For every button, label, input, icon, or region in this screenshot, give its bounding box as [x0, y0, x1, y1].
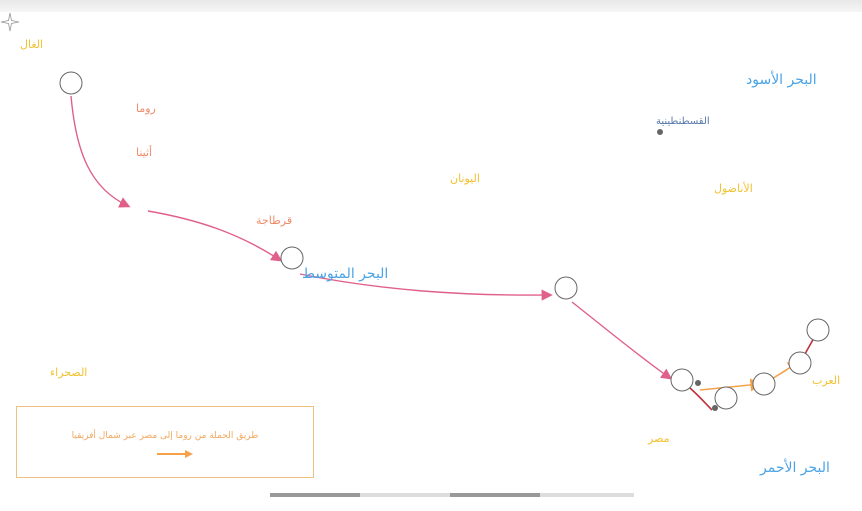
- route-segment-1: [70, 95, 131, 208]
- region-label-egypt: مصر: [648, 432, 670, 445]
- stop-marker: [806, 318, 830, 342]
- sea-label-mediterranean: البحر المتوسط: [302, 266, 389, 282]
- city-dot: [695, 380, 701, 386]
- route-segment-3: [299, 273, 553, 301]
- stop-marker: [788, 351, 812, 375]
- legend-text: طريق الحملة من روما إلى مصر عبر شمال أفر…: [71, 431, 259, 441]
- route-segment-2: [147, 210, 283, 262]
- city-label-carthage: قرطاجة: [256, 214, 293, 227]
- route-segment-4: [571, 301, 673, 380]
- map-canvas[interactable]: البحر الأسود البحر المتوسط البحر الأحمر …: [0, 12, 862, 511]
- stop-marker: [280, 246, 304, 270]
- stop-marker: [670, 368, 694, 392]
- region-label-gaul: الغال: [20, 38, 44, 51]
- legend-arrow-icon: [157, 450, 193, 458]
- sea-label-red-sea: البحر الأحمر: [760, 460, 830, 476]
- city-label-constantinople: القسطنطينية: [656, 116, 710, 127]
- city-dot: [657, 129, 663, 135]
- map-legend: طريق الحملة من روما إلى مصر عبر شمال أفر…: [16, 406, 314, 478]
- route-segment-6: [699, 378, 764, 392]
- region-label-anatolia: الأناضول: [714, 182, 753, 195]
- city-dot: [712, 405, 718, 411]
- route-segment-5: [689, 387, 713, 411]
- stop-marker: [554, 276, 578, 300]
- sea-label-black-sea: البحر الأسود: [746, 72, 817, 88]
- region-label-sahara: الصحراء: [50, 366, 88, 379]
- stop-marker: [59, 71, 83, 95]
- stop-marker: [752, 372, 776, 396]
- city-label-rome: روما: [136, 102, 156, 115]
- compass-icon: [0, 12, 20, 32]
- region-label-greece: اليونان: [450, 172, 480, 185]
- region-label-arabia: العرب: [812, 374, 841, 387]
- route-layer: [59, 71, 830, 411]
- city-label-athens: أثينا: [136, 146, 153, 159]
- scale-bar: [270, 493, 634, 497]
- stop-marker: [714, 386, 738, 410]
